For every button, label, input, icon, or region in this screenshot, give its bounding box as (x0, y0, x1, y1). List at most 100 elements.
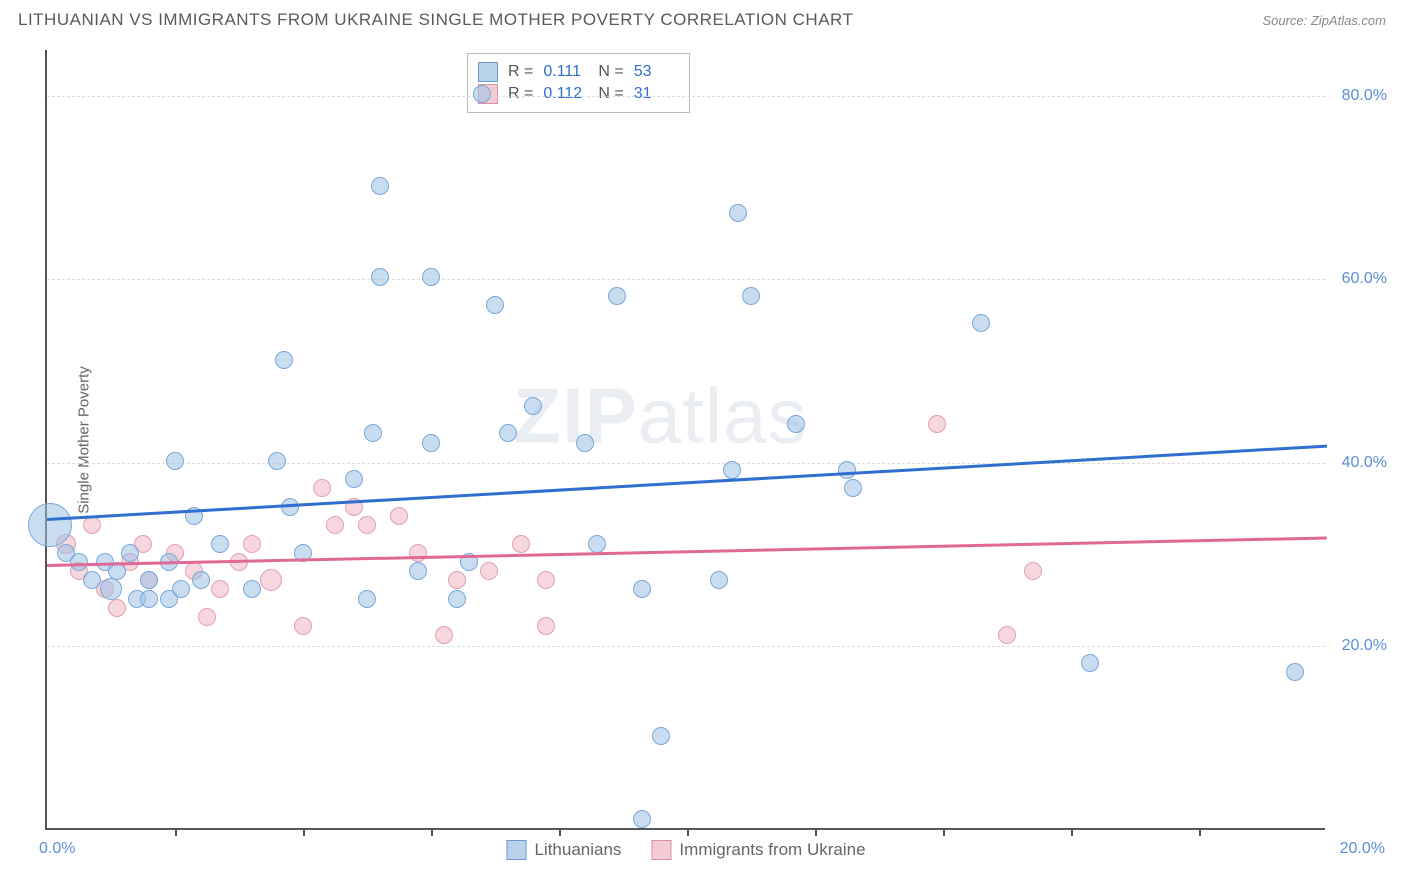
x-tick-mark (431, 828, 433, 836)
x-tick-mark (303, 828, 305, 836)
legend-row-pink: R = 0.112 N = 31 (478, 84, 679, 104)
pink-point (243, 535, 261, 553)
blue-point (268, 452, 286, 470)
x-tick-mark (559, 828, 561, 836)
pink-point (198, 608, 216, 626)
pink-point (313, 479, 331, 497)
pink-point (211, 580, 229, 598)
blue-point (608, 287, 626, 305)
pink-point (390, 507, 408, 525)
x-tick-right: 20.0% (1340, 840, 1385, 858)
blue-point (473, 85, 491, 103)
x-tick-mark (175, 828, 177, 836)
chart-area: Single Mother Poverty ZIPatlas R = 0.111… (45, 50, 1385, 830)
blue-point (576, 434, 594, 452)
pink-point (260, 569, 282, 591)
gridline-h (47, 463, 1325, 464)
x-tick-mark (1199, 828, 1201, 836)
blue-point (140, 571, 158, 589)
legend-row-blue: R = 0.111 N = 53 (478, 62, 679, 82)
blue-point (710, 571, 728, 589)
blue-point (422, 434, 440, 452)
pink-point (928, 415, 946, 433)
correlation-legend: R = 0.111 N = 53 R = 0.112 N = 31 (467, 53, 690, 113)
chart-title: LITHUANIAN VS IMMIGRANTS FROM UKRAINE SI… (18, 10, 853, 30)
pink-point (294, 617, 312, 635)
r-value-blue: 0.111 (543, 63, 588, 81)
y-tick-label: 20.0% (1342, 637, 1387, 655)
blue-point (166, 452, 184, 470)
x-tick-mark (1071, 828, 1073, 836)
blue-point (844, 479, 862, 497)
blue-point (70, 553, 88, 571)
blue-point (723, 461, 741, 479)
blue-point (243, 580, 261, 598)
blue-point (100, 578, 122, 600)
blue-point (172, 580, 190, 598)
blue-point (121, 544, 139, 562)
source-label: Source: (1262, 13, 1310, 28)
blue-point (499, 424, 517, 442)
blue-point (652, 727, 670, 745)
legend-label-pink: Immigrants from Ukraine (679, 840, 865, 860)
scatter-plot: ZIPatlas R = 0.111 N = 53 R = 0.112 N = … (45, 50, 1325, 830)
y-tick-label: 40.0% (1342, 454, 1387, 472)
blue-point (371, 177, 389, 195)
blue-point (140, 590, 158, 608)
blue-point (422, 268, 440, 286)
pink-point (480, 562, 498, 580)
pink-point (448, 571, 466, 589)
x-tick-mark (687, 828, 689, 836)
blue-point (28, 503, 72, 547)
legend-label-blue: Lithuanians (534, 840, 621, 860)
blue-point (275, 351, 293, 369)
pink-point (512, 535, 530, 553)
pink-point (435, 626, 453, 644)
blue-point (633, 580, 651, 598)
n-label: N = (598, 63, 623, 81)
y-tick-label: 80.0% (1342, 87, 1387, 105)
blue-point (345, 470, 363, 488)
source-value: ZipAtlas.com (1311, 13, 1386, 28)
blue-point (1081, 654, 1099, 672)
n-label: N = (598, 85, 623, 103)
y-tick-label: 60.0% (1342, 270, 1387, 288)
pink-point (1024, 562, 1042, 580)
blue-point (358, 590, 376, 608)
x-tick-mark (943, 828, 945, 836)
legend-item-blue: Lithuanians (506, 840, 621, 860)
r-label: R = (508, 63, 533, 81)
legend-item-pink: Immigrants from Ukraine (651, 840, 865, 860)
blue-point (972, 314, 990, 332)
blue-point (633, 810, 651, 828)
series-legend: Lithuanians Immigrants from Ukraine (506, 840, 865, 860)
pink-point (83, 516, 101, 534)
blue-point (211, 535, 229, 553)
watermark-rest: atlas (638, 371, 808, 459)
gridline-h (47, 646, 1325, 647)
n-value-pink: 31 (634, 85, 679, 103)
x-tick-mark (815, 828, 817, 836)
swatch-blue (506, 840, 526, 860)
blue-point (486, 296, 504, 314)
blue-point (371, 268, 389, 286)
blue-trendline (47, 445, 1327, 521)
r-label: R = (508, 85, 533, 103)
blue-point (787, 415, 805, 433)
x-tick-left: 0.0% (39, 840, 75, 858)
pink-point (537, 571, 555, 589)
blue-point (1286, 663, 1304, 681)
blue-point (409, 562, 427, 580)
swatch-pink (651, 840, 671, 860)
pink-point (998, 626, 1016, 644)
pink-point (108, 599, 126, 617)
pink-trendline (47, 536, 1327, 567)
blue-point (588, 535, 606, 553)
pink-point (326, 516, 344, 534)
blue-point (524, 397, 542, 415)
blue-point (729, 204, 747, 222)
watermark: ZIPatlas (513, 370, 807, 461)
blue-point (192, 571, 210, 589)
gridline-h (47, 96, 1325, 97)
blue-point (364, 424, 382, 442)
